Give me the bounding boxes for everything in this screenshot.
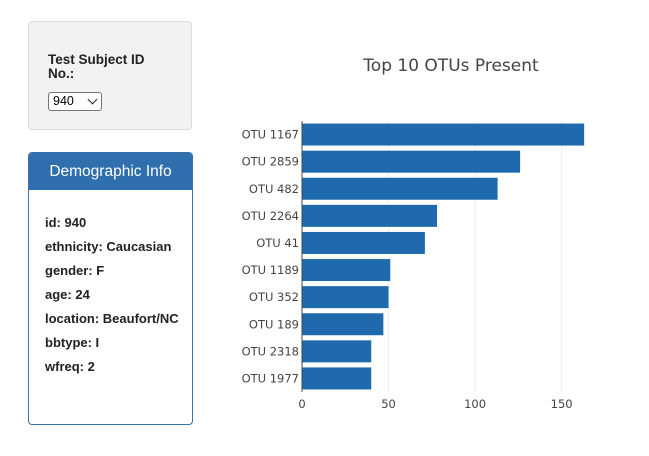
subject-id-selected-value: 940 [53,94,74,108]
y-tick-label: OTU 1189 [242,263,299,277]
demographic-bbtype: bbtype: I [45,335,100,350]
demographic-ethnicity: ethnicity: Caucasian [45,239,172,254]
x-tick-label: 50 [381,397,396,411]
bar-otu-2264[interactable] [302,204,438,227]
y-tick-label: OTU 1167 [242,128,299,142]
chart-title: Top 10 OTUs Present [362,56,539,76]
demographic-info-heading: Demographic Info [29,153,192,190]
y-tick-label: OTU 482 [249,182,299,196]
y-tick-label: OTU 352 [249,290,299,304]
chart-y-tick-labels: OTU 1167 OTU 2859 OTU 482 OTU 2264 OTU 41 OTU… [242,128,299,386]
x-tick-label: 100 [464,397,486,411]
bar-otu-2859[interactable] [302,150,521,173]
y-tick-label: OTU 2264 [242,209,299,223]
chart-x-tick-labels: 0 50 100 150 [298,397,572,411]
chevron-down-icon [87,94,98,105]
demographic-gender: gender: F [45,263,105,278]
subject-id-dropdown[interactable]: 940 [48,92,102,111]
bar-otu-352[interactable] [302,286,389,309]
bar-otu-1189[interactable] [302,259,391,282]
demographic-location: location: Beaufort/NC [45,311,179,326]
bar-otu-41[interactable] [302,231,425,254]
demographic-id: id: 940 [45,215,87,230]
chart-bars [302,123,585,390]
y-tick-label: OTU 2859 [242,155,299,169]
y-tick-label: OTU 2318 [242,344,299,358]
bar-otu-189[interactable] [302,313,384,336]
demographic-info-panel: Demographic Info id: 940 ethnicity: Cauc… [28,152,193,425]
subject-id-label: Test Subject ID No.: [48,52,145,81]
bar-otu-1977[interactable] [302,367,372,390]
demographic-wfreq: wfreq: 2 [45,359,95,374]
subject-selector-panel: Test Subject ID No.: 940 [28,21,192,130]
demographic-info-body: id: 940 ethnicity: Caucasian gender: F a… [45,216,185,384]
demographic-age: age: 24 [45,287,90,302]
x-tick-label: 150 [551,397,573,411]
bar-otu-1167[interactable] [302,123,585,146]
bar-otu-2318[interactable] [302,340,372,363]
y-tick-label: OTU 41 [256,236,299,250]
y-tick-label: OTU 189 [249,317,299,331]
y-tick-label: OTU 1977 [242,371,299,385]
x-tick-label: 0 [298,397,305,411]
bar-otu-482[interactable] [302,177,498,200]
